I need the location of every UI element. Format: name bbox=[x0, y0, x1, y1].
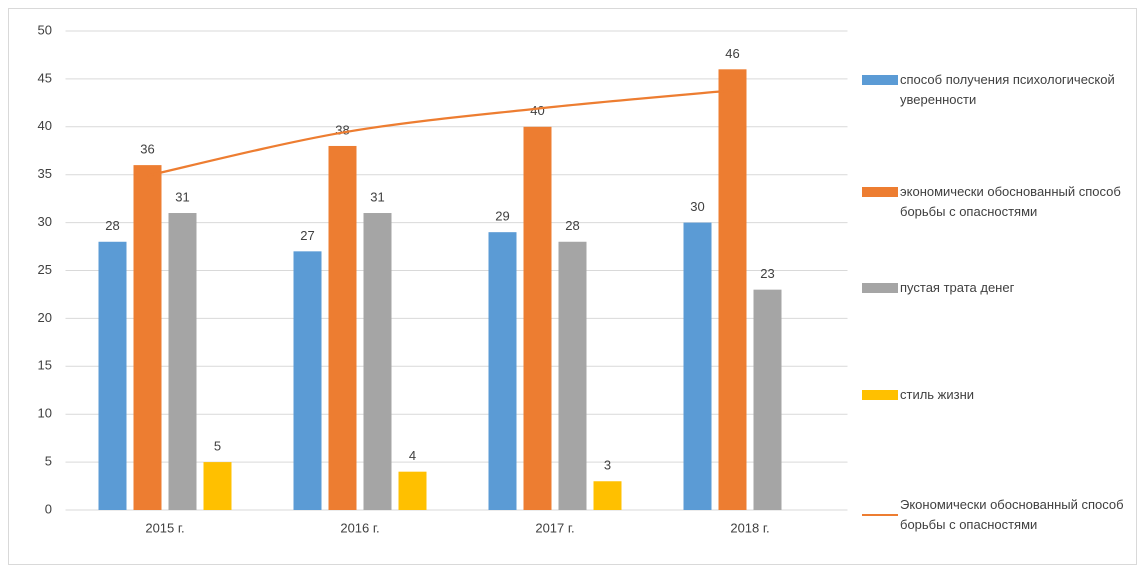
x-tick-label: 2018 г. bbox=[730, 520, 769, 535]
bar bbox=[718, 69, 747, 510]
data-label: 36 bbox=[140, 142, 154, 157]
data-label: 27 bbox=[300, 228, 314, 243]
legend-label: экономически обоснованный способ борьбы … bbox=[900, 184, 1121, 219]
legend-label: Экономически обоснованный способ борьбы … bbox=[900, 497, 1124, 532]
y-tick-label: 35 bbox=[38, 166, 52, 181]
data-label: 31 bbox=[370, 189, 384, 204]
y-tick-label: 15 bbox=[38, 358, 52, 373]
data-label: 28 bbox=[105, 218, 119, 233]
y-tick-label: 10 bbox=[38, 406, 52, 421]
bar bbox=[203, 462, 232, 510]
legend-swatch bbox=[862, 187, 898, 197]
data-label: 4 bbox=[409, 448, 416, 463]
legend-label: пустая трата денег bbox=[900, 280, 1015, 295]
bar bbox=[488, 232, 517, 510]
bar bbox=[753, 289, 782, 510]
y-tick-label: 30 bbox=[38, 214, 52, 229]
legend-swatch bbox=[862, 75, 898, 85]
legend-swatch bbox=[862, 283, 898, 293]
bar bbox=[98, 241, 127, 510]
data-label: 31 bbox=[175, 189, 189, 204]
legend-label: способ получения психологической уверенн… bbox=[900, 72, 1115, 107]
y-tick-label: 5 bbox=[45, 454, 52, 469]
y-tick-label: 50 bbox=[38, 22, 52, 37]
y-tick-label: 25 bbox=[38, 262, 52, 277]
legend-swatch bbox=[862, 514, 898, 516]
data-label: 38 bbox=[335, 122, 349, 137]
data-label: 5 bbox=[214, 439, 221, 454]
trend-line bbox=[147, 89, 733, 177]
data-label: 23 bbox=[760, 266, 774, 281]
bar bbox=[593, 481, 622, 510]
data-label: 3 bbox=[604, 458, 611, 473]
bar bbox=[168, 213, 197, 510]
bar bbox=[683, 222, 712, 510]
x-tick-label: 2015 г. bbox=[145, 520, 184, 535]
legend-label: стиль жизни bbox=[900, 387, 975, 402]
data-label: 40 bbox=[530, 103, 544, 118]
data-label: 30 bbox=[690, 199, 704, 214]
bar bbox=[363, 213, 392, 510]
chart-border bbox=[8, 8, 1137, 565]
legend-swatch bbox=[862, 390, 898, 400]
bar bbox=[398, 471, 427, 510]
bar bbox=[328, 145, 357, 510]
y-tick-label: 45 bbox=[38, 70, 52, 85]
y-tick-label: 40 bbox=[38, 118, 52, 133]
x-tick-label: 2016 г. bbox=[340, 520, 379, 535]
bar bbox=[133, 165, 162, 510]
data-label: 46 bbox=[725, 46, 739, 61]
bar bbox=[293, 251, 322, 510]
data-label: 28 bbox=[565, 218, 579, 233]
y-tick-label: 0 bbox=[45, 501, 52, 516]
bar bbox=[558, 241, 587, 510]
bar bbox=[523, 126, 552, 511]
data-label: 29 bbox=[495, 209, 509, 224]
x-tick-label: 2017 г. bbox=[535, 520, 574, 535]
y-tick-label: 20 bbox=[38, 310, 52, 325]
